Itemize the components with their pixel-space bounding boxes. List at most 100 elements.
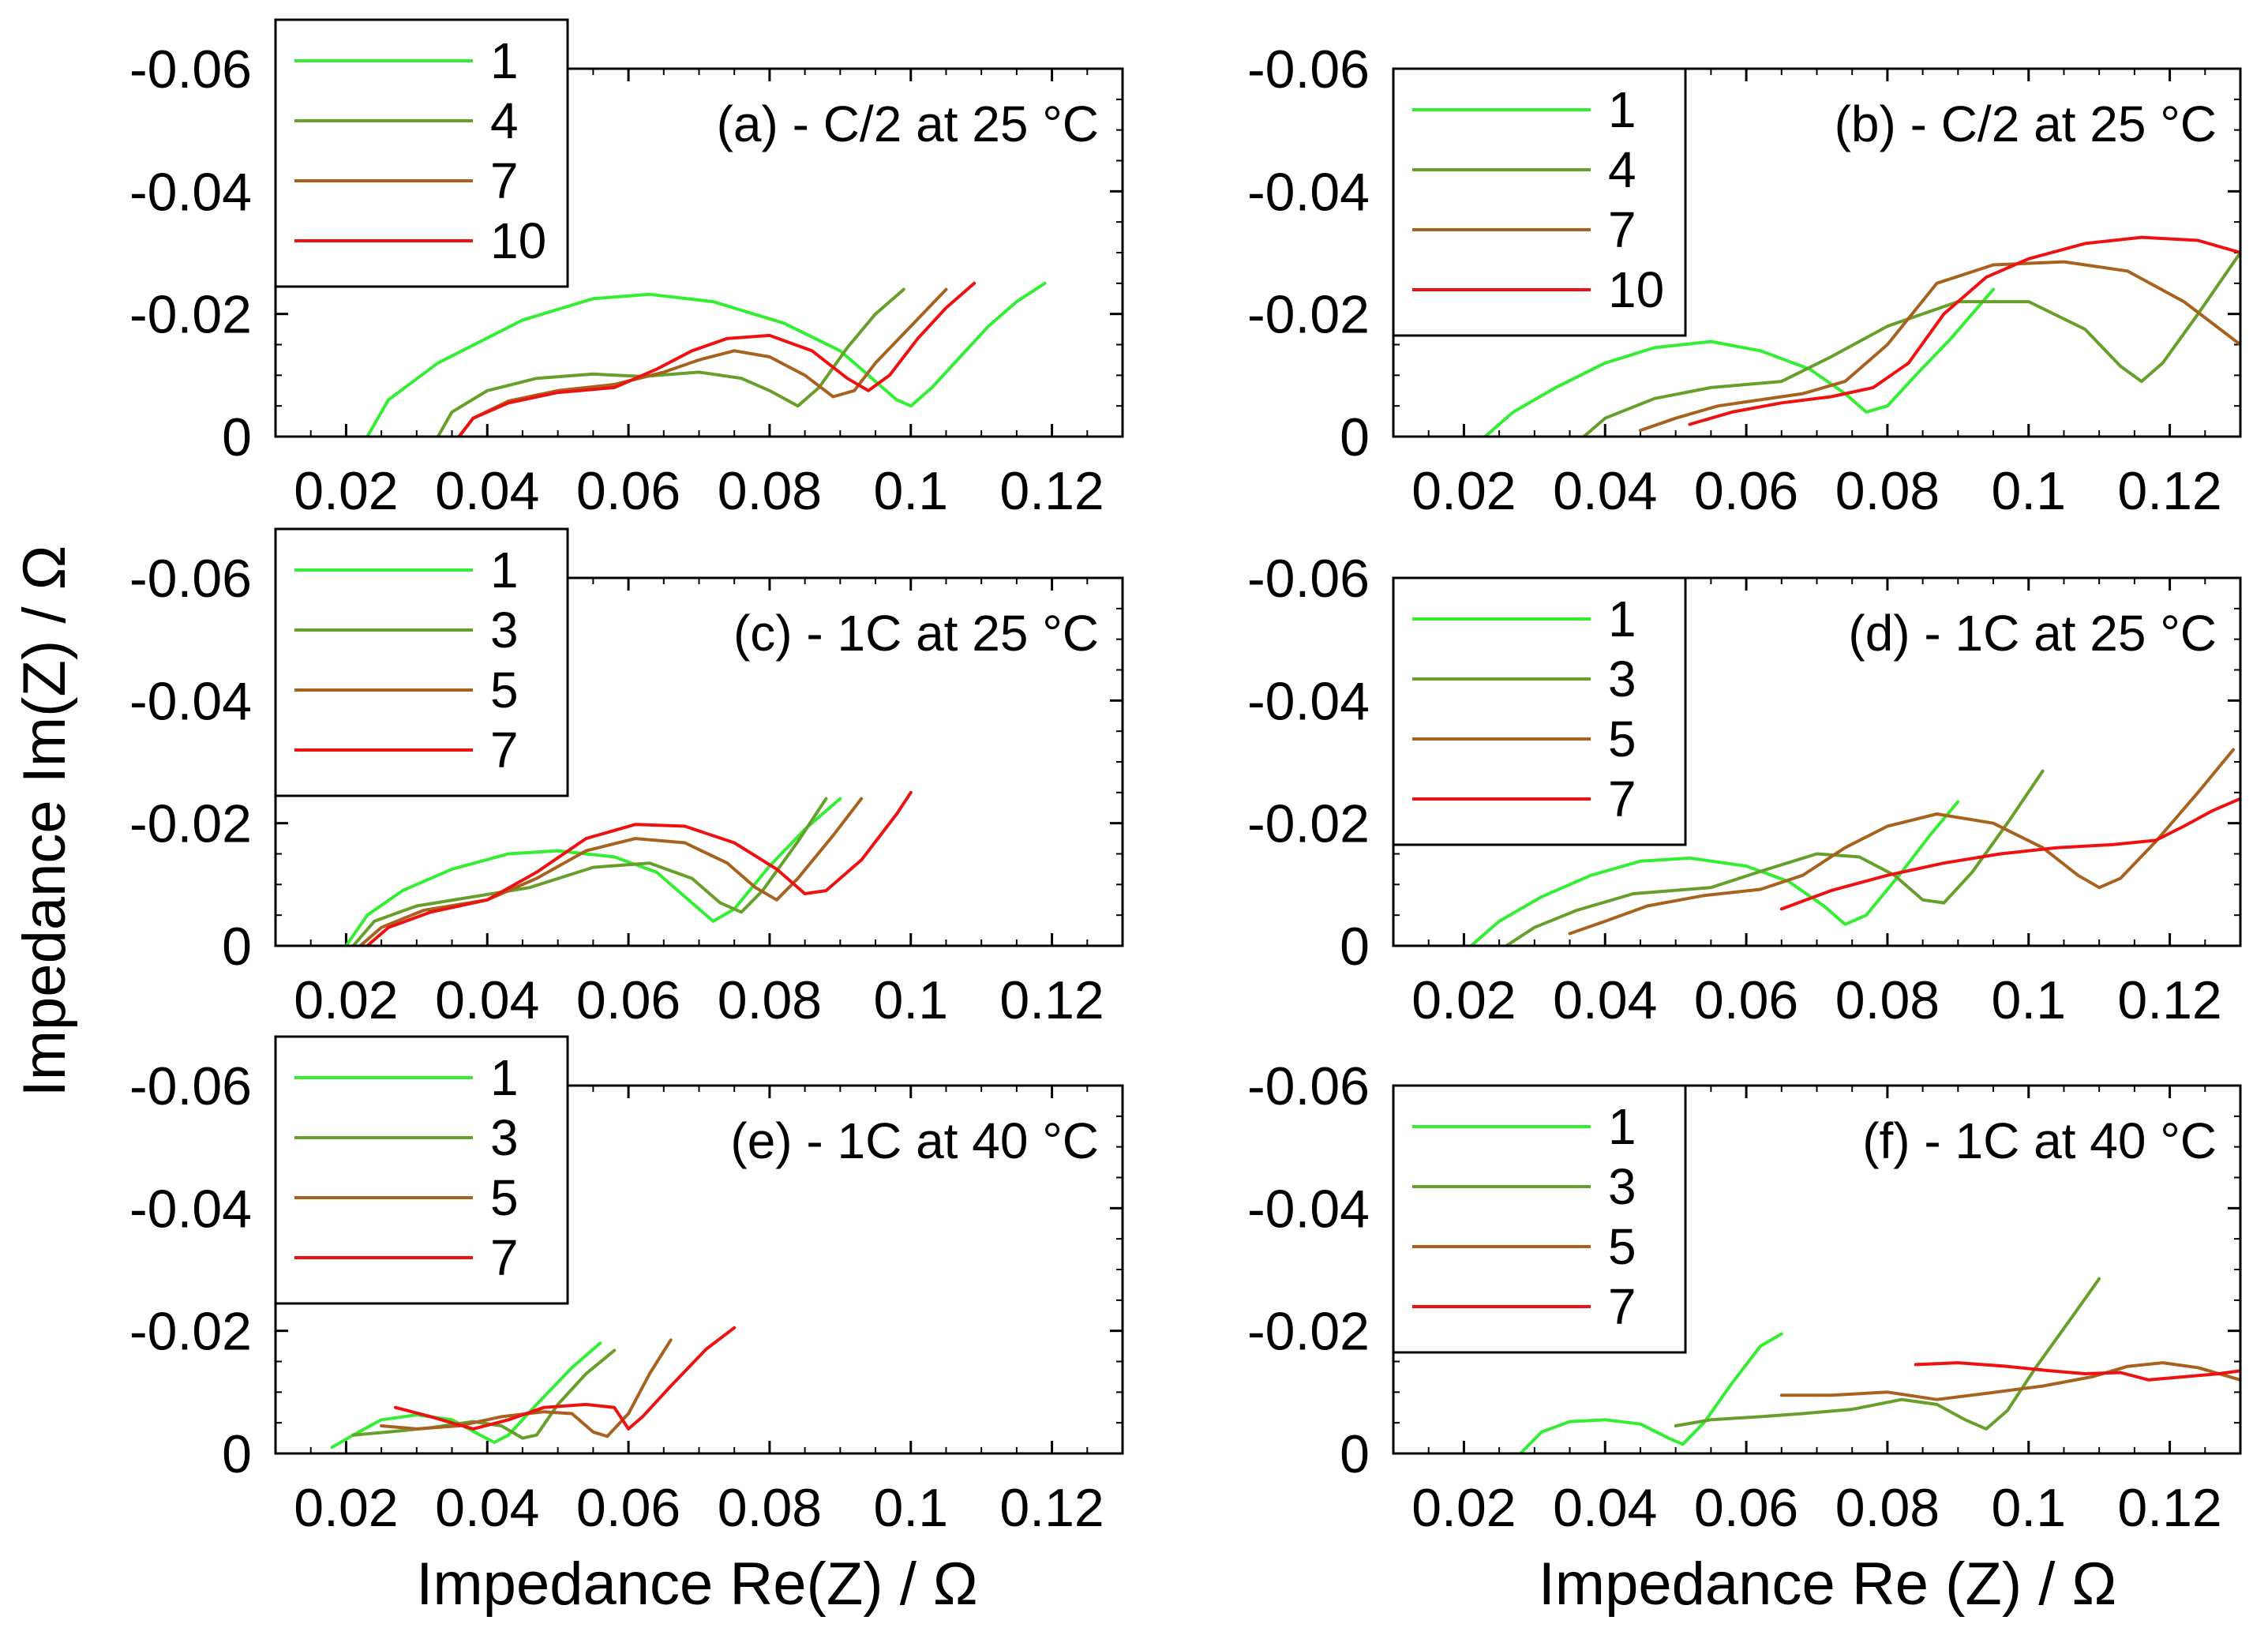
panel-title: (b) - C/2 at 25 °C: [1835, 96, 2217, 152]
series-line-7: [1914, 1361, 2240, 1382]
legend-label-3: 3: [490, 1109, 519, 1166]
series-line-5: [358, 797, 864, 946]
x-tick-label: 0.12: [2117, 1478, 2221, 1538]
legend-label-4: 4: [490, 92, 519, 149]
x-tick-label: 0.08: [718, 1478, 822, 1538]
series-line-1: [344, 797, 842, 946]
x-axis-title-right: Impedance Re (Z) / Ω: [1539, 1551, 2117, 1618]
series-group: [1483, 235, 2240, 437]
y-tick-label: 0: [222, 1424, 252, 1484]
legend-label-3: 3: [1608, 1158, 1636, 1215]
panel-a: 0.02 0.04 0.06 0.08 0.1 0.12 0 -0.02 -0.04 -0.06 (…: [129, 18, 1124, 521]
y-tick-label: -0.02: [1247, 285, 1370, 345]
series-group: [1519, 1277, 2240, 1453]
x-tick-label: 0.02: [294, 461, 398, 521]
x-tick-label: 0.1: [1991, 1478, 2066, 1538]
legend-label-7: 7: [1608, 1278, 1636, 1335]
legend-label-3: 3: [1608, 651, 1636, 707]
series-group: [344, 790, 913, 946]
legend-label-10: 10: [490, 212, 546, 269]
series-line-1: [1469, 800, 1960, 946]
legend-label-4: 4: [1608, 141, 1636, 198]
x-tick-label: 0.02: [294, 1478, 398, 1538]
x-tick-label: 0.06: [576, 970, 680, 1030]
y-tick-label: -0.02: [129, 1302, 252, 1362]
series-line-7: [366, 790, 913, 946]
panel-title: (a) - C/2 at 25 °C: [717, 96, 1099, 152]
y-tick-label: 0: [1340, 1424, 1370, 1484]
series-line-4: [436, 287, 905, 437]
y-tick-label: -0.04: [129, 162, 252, 222]
y-tick-label: 0: [1340, 917, 1370, 977]
x-tick-label: 0.02: [294, 970, 398, 1030]
series-line-1: [330, 1341, 602, 1450]
y-tick-label: 0: [1340, 407, 1370, 467]
series-line-7: [457, 287, 948, 437]
legend-label-5: 5: [490, 662, 519, 718]
y-tick-label: -0.06: [129, 549, 252, 609]
x-tick-label: 0.04: [1553, 970, 1657, 1030]
series-line-1: [1483, 287, 1995, 437]
x-tick-label: 0.04: [1553, 1478, 1657, 1538]
series-group: [330, 1326, 737, 1450]
x-tick-label: 0.08: [1835, 461, 1940, 521]
y-tick-label: -0.02: [129, 285, 252, 345]
x-tick-label: 0.12: [2117, 970, 2221, 1030]
y-tick-label: -0.04: [129, 1179, 252, 1239]
panel-d: 0.02 0.04 0.06 0.08 0.1 0.12 0 -0.02 -0.04 -0.06 (…: [1247, 549, 2242, 1030]
legend-label-1: 1: [1608, 591, 1636, 647]
panel-b: 0.02 0.04 0.06 0.08 0.1 0.12 0 -0.02 -0.04 -0.06 (…: [1247, 39, 2242, 521]
legend-label-7: 7: [490, 1229, 519, 1286]
y-tick-label: -0.06: [1247, 39, 1370, 99]
x-tick-label: 0.08: [718, 970, 822, 1030]
x-tick-label: 0.1: [873, 970, 948, 1030]
legend-label-1: 1: [1608, 81, 1636, 138]
legend-label-1: 1: [1608, 1098, 1636, 1155]
x-tick-label: 0.04: [435, 1478, 539, 1538]
legend-label-7: 7: [490, 722, 519, 778]
x-tick-label: 0.06: [1694, 1478, 1798, 1538]
panel-e: 0.02 0.04 0.06 0.08 0.1 0.12 0 -0.02 -0.04 -0.06 (…: [129, 1035, 1124, 1538]
y-tick-label: -0.02: [129, 794, 252, 854]
x-tick-label: 0.08: [1835, 1478, 1940, 1538]
panel-title: (c) - 1C at 25 °C: [733, 605, 1099, 662]
series-line-10: [1688, 235, 2240, 426]
legend-label-5: 5: [1608, 711, 1636, 767]
series-line-1: [1519, 1332, 1783, 1453]
series-line-10: [457, 281, 977, 437]
legend-label-1: 1: [490, 32, 519, 89]
x-tick-label: 0.06: [1694, 970, 1798, 1030]
x-tick-label: 0.12: [999, 461, 1104, 521]
y-tick-label: -0.02: [1247, 1302, 1370, 1362]
x-tick-label: 0.12: [2117, 461, 2221, 521]
series-line-5: [380, 1338, 673, 1438]
legend-label-10: 10: [1608, 261, 1664, 318]
x-axis-title-left: Impedance Re(Z) / Ω: [416, 1551, 978, 1618]
series-line-3: [1674, 1277, 2101, 1431]
legend-label-3: 3: [490, 602, 519, 658]
y-tick-label: -0.04: [1247, 671, 1370, 731]
x-tick-label: 0.1: [873, 461, 948, 521]
series-line-1: [366, 281, 1047, 437]
legend-label-7: 7: [1608, 771, 1636, 827]
panel-title: (e) - 1C at 40 °C: [730, 1112, 1099, 1169]
x-tick-label: 0.04: [435, 970, 539, 1030]
x-tick-label: 0.02: [1411, 970, 1516, 1030]
legend-label-7: 7: [490, 152, 519, 209]
y-tick-label: -0.04: [1247, 1179, 1370, 1239]
y-tick-label: -0.06: [129, 39, 252, 99]
series-line-3: [1505, 769, 2045, 946]
series-group: [1469, 748, 2240, 946]
x-tick-label: 0.1: [873, 1478, 948, 1538]
y-tick-label: -0.06: [1247, 549, 1370, 609]
panel-title: (f) - 1C at 40 °C: [1862, 1112, 2217, 1169]
x-tick-label: 0.06: [576, 1478, 680, 1538]
series-line-5: [1568, 748, 2236, 936]
x-tick-label: 0.1: [1991, 970, 2066, 1030]
x-tick-label: 0.02: [1411, 1478, 1516, 1538]
